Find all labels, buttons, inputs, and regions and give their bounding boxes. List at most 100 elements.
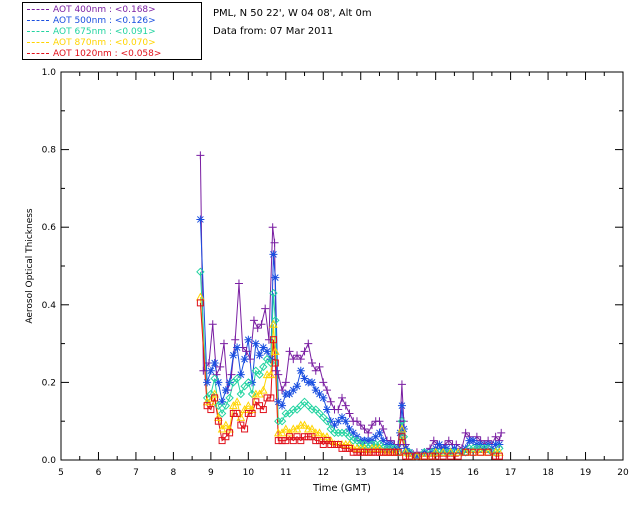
legend-label-675nm: AOT 675nm : <0.091>	[53, 27, 156, 37]
series-0-point-20	[270, 238, 279, 247]
series-4-point-55	[402, 452, 410, 460]
series-1-point-47	[371, 432, 380, 441]
y-tick-label-4: 0.8	[42, 146, 57, 156]
series-0-point-33	[315, 362, 324, 371]
series-2-point-50	[382, 444, 392, 453]
series-4-point-5	[218, 437, 226, 445]
series-4-point-47	[372, 448, 380, 456]
series-1-point-3	[210, 359, 219, 367]
x-axis-label: Time (GMT)	[312, 483, 371, 494]
series-1-point-63	[435, 440, 444, 449]
series-1-point-28	[300, 374, 309, 383]
series-2-point-77	[495, 444, 504, 453]
location-label: PML, N 50 22', W 04 08', Alt 0m	[213, 8, 372, 19]
series-4-point-58	[420, 452, 428, 460]
series-4-point-19	[269, 336, 277, 344]
series-4-point-30	[308, 433, 316, 441]
series-4-point-64	[462, 448, 470, 456]
series-4-point-23	[282, 437, 290, 445]
series-4-point-14	[252, 398, 260, 406]
series-1-point-25	[289, 386, 298, 395]
series-2-point-36	[330, 428, 339, 438]
series-2-point-15	[255, 370, 264, 379]
series-2-point-30	[307, 405, 317, 414]
series-0-point-45	[360, 424, 369, 433]
x-tick-label-12: 17	[505, 468, 516, 478]
series-0-point-5	[216, 362, 225, 371]
series-4-point-60	[432, 452, 440, 460]
y-tick-label-1: 0.2	[42, 378, 56, 388]
series-0-point-49	[375, 417, 384, 426]
series-4-point-39	[342, 444, 350, 452]
x-tick-label-10: 15	[430, 468, 441, 478]
series-1-point-4	[214, 378, 223, 387]
series-0-point-17	[261, 304, 270, 313]
series-1-point-0	[196, 215, 205, 224]
series-1-point-31	[311, 386, 320, 395]
series-3-point-13	[247, 405, 257, 414]
series-1-point-39	[341, 417, 350, 426]
series-0-point-36	[326, 397, 335, 406]
series-0-point-56	[397, 380, 406, 389]
x-tick-label-2: 7	[133, 468, 139, 478]
series-2-point-5	[217, 409, 227, 418]
series-0-point-23	[278, 386, 287, 395]
legend-item-500nm: AOT 500nm : <0.126>	[27, 16, 156, 26]
series-2-point-0	[196, 267, 205, 277]
series-1-point-48	[375, 428, 384, 437]
series-0-point-0	[196, 151, 205, 160]
series-2-point-38	[337, 428, 347, 438]
series-4-point-44	[360, 448, 368, 456]
series-4-point-8	[229, 409, 237, 417]
series-0-point-9	[231, 335, 240, 344]
series-0-point-22	[274, 370, 283, 379]
series-4-point-33	[319, 440, 327, 448]
series-3-point-18	[266, 370, 276, 379]
series-1-point-15	[255, 351, 264, 360]
legend-item-1020nm: AOT 1020nm : <0.058>	[27, 49, 161, 59]
series-3-point-55	[401, 447, 411, 456]
series-1-point-2	[206, 366, 215, 375]
series-2-point-51	[386, 444, 395, 453]
series-0-point-43	[352, 417, 361, 426]
series-2-point-70	[468, 444, 478, 453]
series-4-point-37	[334, 440, 342, 448]
series-0-point-38	[334, 405, 343, 414]
legend-label-400nm: AOT 400nm : <0.168>	[53, 5, 156, 15]
series-1-point-36	[330, 421, 339, 430]
series-3-point-9	[232, 397, 242, 406]
series-4-point-42	[353, 448, 361, 456]
series-4-point-10	[237, 421, 245, 429]
series-4-point-12	[244, 409, 252, 417]
series-0-point-72	[461, 428, 470, 437]
series-line-0	[199, 155, 502, 455]
series-4-point-66	[477, 448, 485, 456]
series-4-point-21	[274, 437, 282, 445]
series-4-point-25	[289, 437, 297, 445]
series-4-point-1	[203, 402, 211, 410]
series-2-point-73	[480, 444, 489, 453]
series-2-point-6	[221, 401, 231, 410]
series-4-point-24	[286, 433, 294, 441]
series-4-point-67	[484, 448, 492, 456]
x-tick-label-8: 13	[355, 468, 366, 478]
series-4-point-59	[428, 452, 436, 460]
series-2-point-4	[214, 401, 223, 410]
legend-line-870nm	[27, 42, 49, 43]
series-4-point-43	[357, 448, 365, 456]
series-4-point-68	[492, 452, 500, 460]
series-3-point-2	[206, 397, 216, 406]
series-3-point-24	[285, 428, 294, 437]
series-3-point-69	[495, 447, 504, 456]
series-4-point-4	[214, 417, 222, 425]
series-0-point-75	[472, 432, 481, 441]
series-1-point-41	[349, 428, 358, 437]
series-4-point-18	[267, 394, 275, 402]
series-0-point-64	[429, 436, 438, 445]
series-3-point-19	[269, 319, 278, 328]
series-3-point-7	[225, 424, 234, 433]
x-tick-label-1: 6	[96, 468, 102, 478]
series-1-point-33	[319, 393, 328, 402]
x-tick-label-6: 11	[280, 468, 291, 478]
